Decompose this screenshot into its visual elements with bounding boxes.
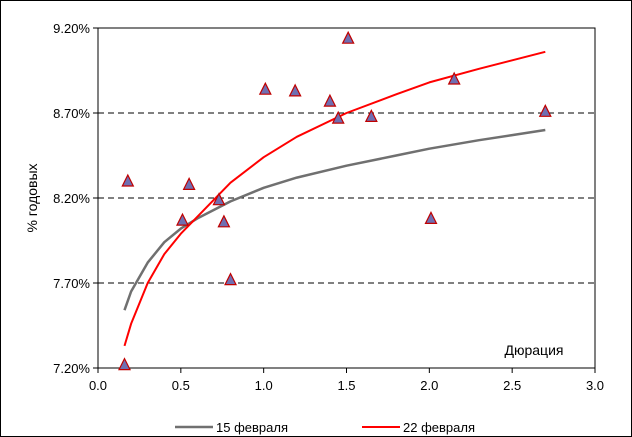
data-point [538,103,552,117]
gridlines [98,112,595,284]
data-point [182,177,196,190]
data-point [424,211,438,224]
x-tick-label: 1.0 [255,378,273,393]
legend-label-1: 15 февраля [216,420,288,435]
data-markers [118,30,552,371]
y-tick-label: 8.20% [53,191,90,206]
x-tick-label: 1.5 [337,378,355,393]
data-point [121,173,135,187]
series-lines [123,50,546,347]
x-tick-label: 2.5 [503,378,521,393]
data-point [288,83,302,97]
data-point [118,357,131,371]
series-line-2 [123,50,546,347]
y-axis-ticks: 7.20% 7.70% 8.20% 8.70% 9.20% [53,21,98,376]
data-point [224,272,238,286]
data-point [176,212,189,226]
data-point [331,110,345,124]
data-point [212,192,226,206]
y-tick-label: 9.20% [53,21,90,36]
x-axis-title: Дюрация [505,342,564,358]
data-point [217,214,231,228]
legend-label-2: 22 февраля [403,420,475,435]
y-tick-label: 8.70% [53,106,90,121]
x-tick-label: 3.0 [586,378,604,393]
x-tick-label: 0.0 [89,378,107,393]
data-point [447,71,461,85]
series-line-1 [123,128,546,311]
x-tick-label: 0.5 [172,378,190,393]
y-tick-label: 7.20% [53,361,90,376]
data-point [323,93,337,107]
data-point [258,81,272,95]
data-point [341,30,355,44]
y-tick-label: 7.70% [53,276,90,291]
x-tick-label: 2.0 [420,378,438,393]
legend: 15 февраля 22 февраля [175,420,475,435]
data-point [364,109,378,123]
y-axis-title: % годовых [24,163,40,232]
x-axis-ticks: 0.0 0.5 1.0 1.5 2.0 2.5 3.0 [89,368,604,393]
